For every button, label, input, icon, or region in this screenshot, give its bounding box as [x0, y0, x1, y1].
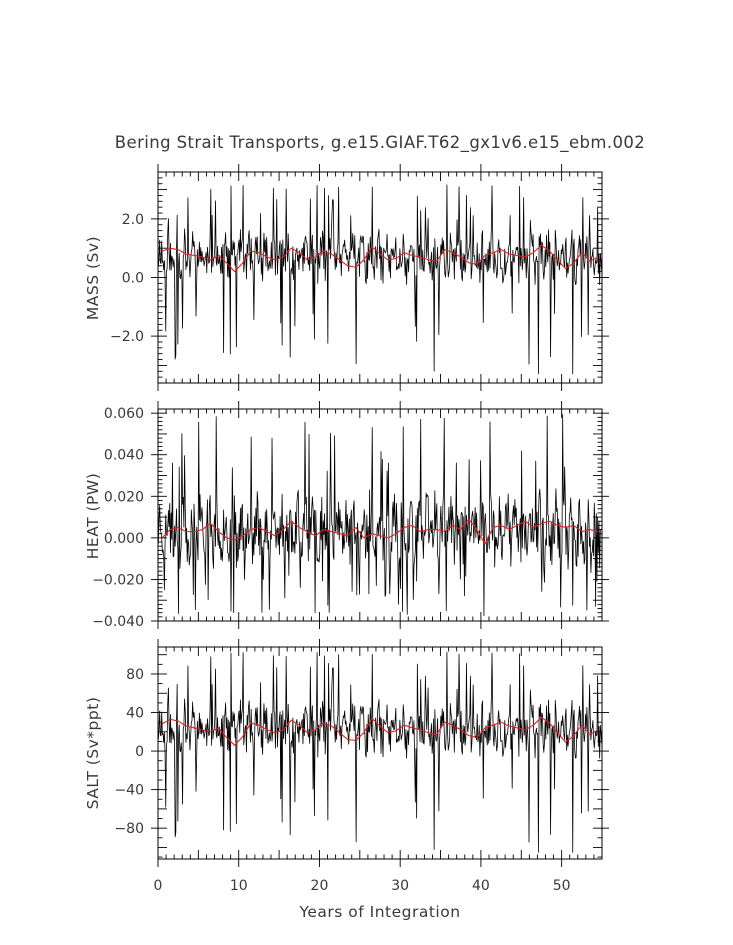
x-tick-labels: 0 10 20 30 40 50 [154, 878, 571, 894]
salt-y-tick-label: 80 [126, 667, 144, 683]
mass-monthly-line [158, 184, 602, 375]
mass-y-tick-label: 0.0 [122, 271, 144, 287]
mass-y-tick-label: −2.0 [110, 329, 144, 345]
mass-y-axis-title: MASS (Sv) [84, 236, 102, 320]
heat-y-tick-label: 0.000 [104, 531, 144, 547]
heat-y-tick-label: −0.020 [92, 572, 144, 588]
salt-panel: −80 −40 0 40 80 [114, 639, 609, 867]
x-tick-label: 40 [472, 878, 490, 894]
heat-y-tick-label: 0.040 [104, 448, 144, 464]
heat-y-tick-label: 0.060 [104, 406, 144, 422]
x-tick-label: 20 [311, 878, 329, 894]
heat-annual-mean-line [161, 518, 599, 545]
heat-y-axis-title: HEAT (PW) [84, 473, 102, 560]
x-tick-label: 0 [154, 878, 163, 894]
x-tick-label: 30 [391, 878, 409, 894]
salt-monthly-line [158, 651, 602, 853]
mass-y-tick-label: 2.0 [122, 212, 144, 228]
salt-y-tick-label: 0 [135, 744, 144, 760]
salt-plot-frame [157, 646, 603, 860]
heat-plot-frame [157, 408, 603, 622]
chart-title: Bering Strait Transports, g.e15.GIAF.T62… [115, 133, 645, 153]
salt-y-tick-label: −40 [114, 783, 144, 799]
salt-y-tick-label: 40 [126, 706, 144, 722]
salt-y-axis-title: SALT (Sv*ppt) [84, 697, 102, 810]
mass-annual-mean-line [161, 244, 599, 273]
mass-panel: −2.0 0.0 2.0 [110, 164, 609, 391]
salt-annual-mean-line [161, 716, 599, 746]
heat-y-tick-label: −0.040 [92, 614, 144, 630]
x-tick-label: 10 [230, 878, 248, 894]
salt-y-tick-label: −80 [114, 821, 144, 837]
x-tick-label: 50 [553, 878, 571, 894]
x-axis-title: Years of Integration [298, 903, 460, 921]
heat-panel: −0.040 −0.020 0.000 0.020 0.040 0.060 [92, 401, 609, 630]
heat-y-tick-label: 0.020 [104, 489, 144, 505]
heat-monthly-line [158, 414, 602, 617]
